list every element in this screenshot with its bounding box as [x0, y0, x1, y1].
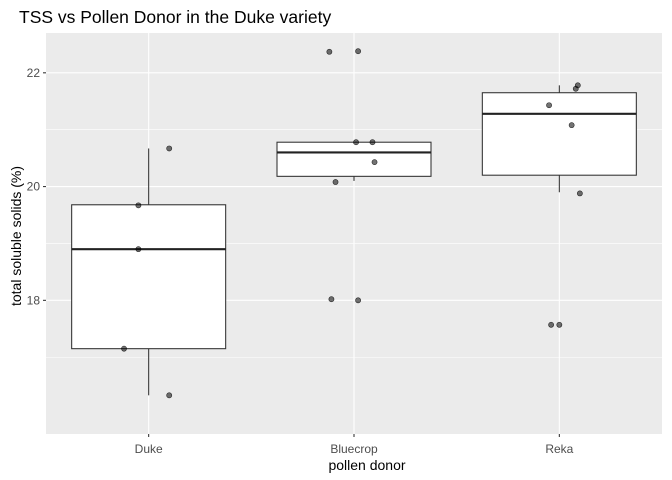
y-tick-label: 22	[27, 66, 41, 80]
x-tick-labels: Duke Bluecrop Reka	[135, 434, 574, 456]
data-point	[371, 159, 378, 166]
x-tick-label: Reka	[545, 442, 573, 456]
data-point	[353, 139, 359, 146]
data-point	[548, 321, 555, 328]
data-point	[556, 321, 563, 328]
data-point	[355, 48, 362, 55]
data-point	[546, 102, 552, 109]
data-point	[326, 48, 333, 55]
data-point	[135, 246, 142, 253]
x-tick-label: Duke	[135, 442, 163, 456]
boxplot-reka	[481, 85, 637, 193]
chart-title: TSS vs Pollen Donor in the Duke variety	[19, 7, 331, 27]
data-point	[166, 392, 173, 399]
data-points	[121, 48, 583, 399]
boxplot-bluecrop	[276, 141, 432, 181]
data-point	[121, 345, 127, 352]
data-point	[332, 179, 339, 185]
data-point	[355, 297, 362, 304]
box	[71, 204, 227, 350]
y-tick-label: 18	[27, 293, 41, 307]
x-tick-label: Bluecrop	[330, 442, 378, 456]
box	[481, 92, 637, 176]
boxplots	[71, 85, 637, 396]
data-point	[576, 190, 583, 197]
data-point	[166, 145, 173, 152]
data-point	[568, 122, 575, 129]
y-tick-label: 20	[27, 180, 41, 194]
y-tick-labels: 18 20 22	[27, 66, 46, 307]
boxplot-duke	[71, 148, 227, 396]
box	[276, 141, 432, 177]
data-point	[369, 139, 376, 146]
data-point	[572, 85, 579, 92]
x-axis-title: pollen donor	[328, 457, 405, 473]
data-point	[135, 202, 142, 209]
y-axis-title: total soluble solids (%)	[8, 166, 24, 306]
data-point	[328, 296, 335, 303]
